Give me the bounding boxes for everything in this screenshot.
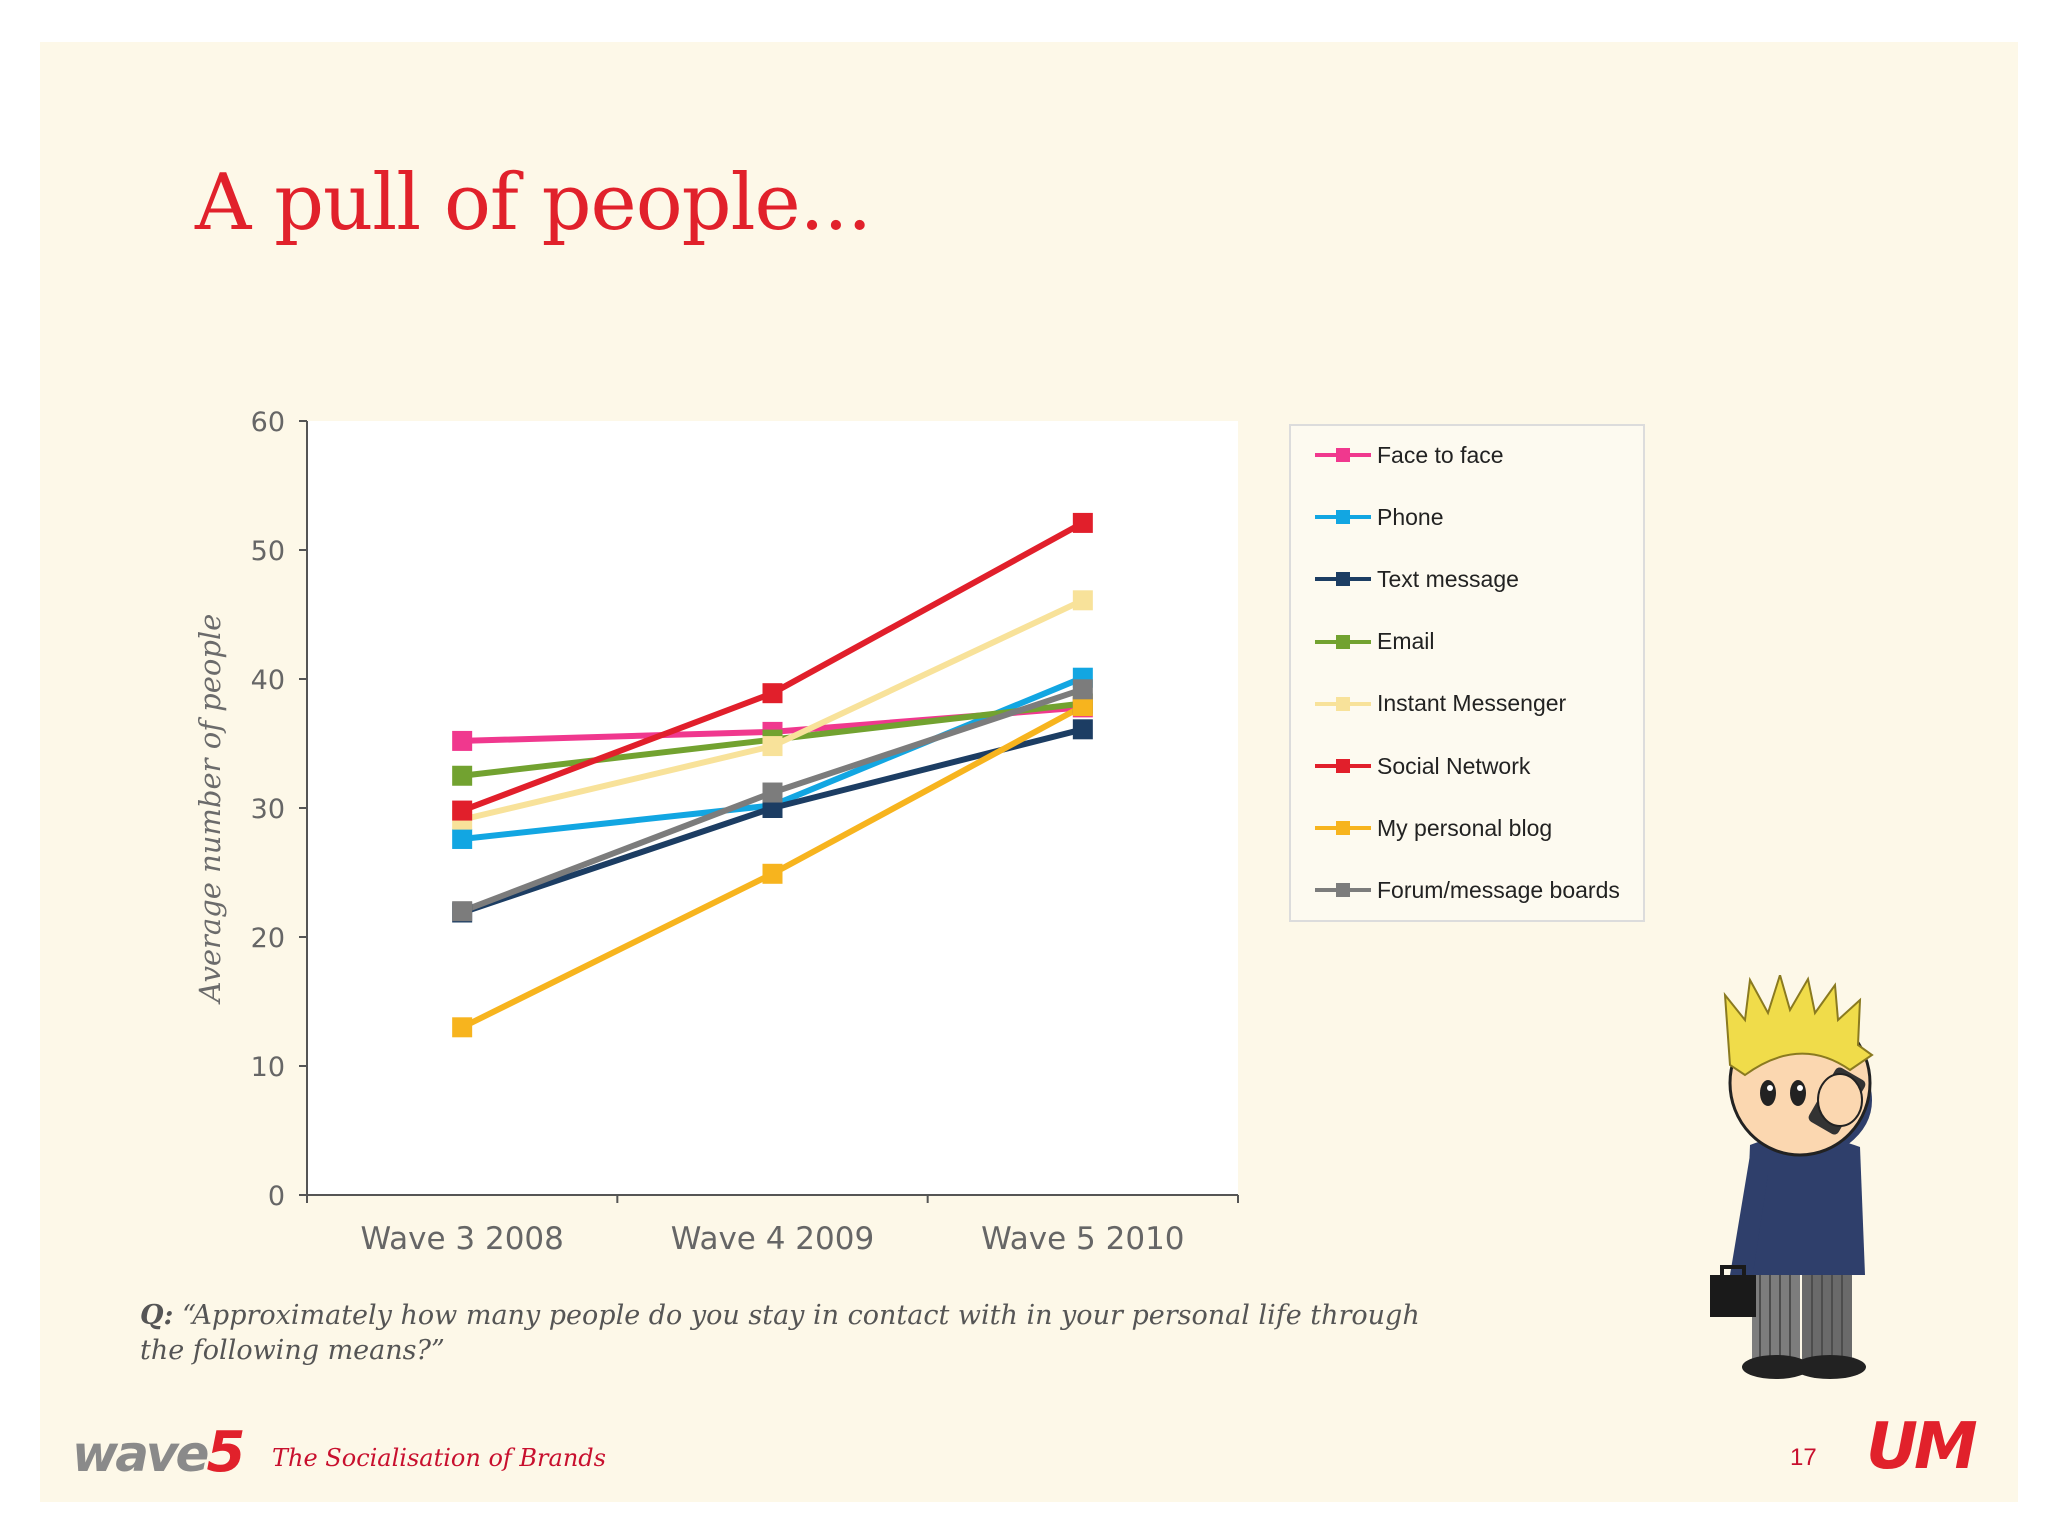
legend-swatch (1315, 502, 1371, 532)
legend-entry: My personal blog (1315, 813, 1552, 843)
series-point (1072, 512, 1093, 533)
legend-entry: Instant Messenger (1315, 689, 1566, 719)
legend-label: Text message (1377, 565, 1519, 592)
wave5-logo-text: wave (72, 1425, 209, 1483)
legend-swatch (1315, 440, 1371, 470)
wave5-logo-number: 5 (206, 1420, 245, 1485)
series-point (452, 800, 473, 821)
legend-label: Social Network (1377, 752, 1531, 779)
y-tick-label: 20 (251, 923, 285, 954)
legend-entry: Social Network (1315, 751, 1530, 781)
series-point (1072, 590, 1093, 611)
series-point (452, 901, 473, 922)
businessman-on-phone-icon (1710, 975, 1874, 1379)
legend-label: Face to face (1377, 441, 1504, 468)
series-point (762, 683, 783, 704)
y-tick-label: 0 (268, 1181, 285, 1212)
series-point (1072, 696, 1093, 717)
series-point (452, 828, 473, 849)
legend-swatch (1315, 751, 1371, 781)
legend-label: Instant Messenger (1377, 690, 1567, 717)
legend-label: Forum/message boards (1377, 876, 1620, 903)
y-tick-label: 10 (251, 1052, 285, 1083)
series-point (762, 863, 783, 884)
wave5-logo: wave5 (72, 1420, 245, 1485)
legend-entry: Forum/message boards (1315, 875, 1620, 905)
legend-swatch (1315, 813, 1371, 843)
series-point (1072, 679, 1093, 700)
series-point (762, 782, 783, 803)
footer-brand: The Socialisation of Brands (272, 1444, 606, 1472)
x-tick-label: Wave 3 2008 (360, 1221, 563, 1257)
y-tick-label: 40 (251, 665, 285, 696)
series-point (762, 798, 783, 818)
legend-entry: Text message (1315, 564, 1519, 594)
legend-swatch (1315, 689, 1371, 719)
legend-swatch (1315, 564, 1371, 594)
x-tick-label: Wave 4 2009 (671, 1221, 874, 1257)
y-tick-label: 60 (251, 407, 285, 438)
series-point (452, 765, 473, 786)
legend-entry: Email (1315, 627, 1435, 657)
legend-label: My personal blog (1377, 814, 1553, 841)
legend-label: Phone (1377, 503, 1444, 530)
series-point (452, 1017, 473, 1038)
survey-question: Q: “Approximately how many people do you… (140, 1298, 1440, 1368)
chart-legend: Face to face Phone Text message Email Instan… (1289, 424, 1645, 922)
page-number: 17 (1790, 1444, 1817, 1471)
series-point (452, 730, 473, 751)
y-tick-label: 50 (251, 536, 285, 567)
series-point (1072, 719, 1093, 740)
legend-entry: Phone (1315, 502, 1444, 532)
question-label: Q: (140, 1300, 174, 1331)
legend-swatch (1315, 627, 1371, 657)
y-tick-label: 30 (251, 794, 285, 825)
y-axis-label: Average number of people (193, 614, 227, 1006)
series-point (762, 736, 783, 757)
legend-entry: Face to face (1315, 440, 1504, 470)
x-tick-label: Wave 5 2010 (981, 1221, 1184, 1257)
um-logo: UM (1866, 1410, 1978, 1484)
slide-title: A pull of people... (195, 158, 872, 248)
question-text: “Approximately how many people do you st… (140, 1300, 1420, 1366)
legend-label: Email (1377, 628, 1435, 655)
legend-swatch (1315, 875, 1371, 905)
